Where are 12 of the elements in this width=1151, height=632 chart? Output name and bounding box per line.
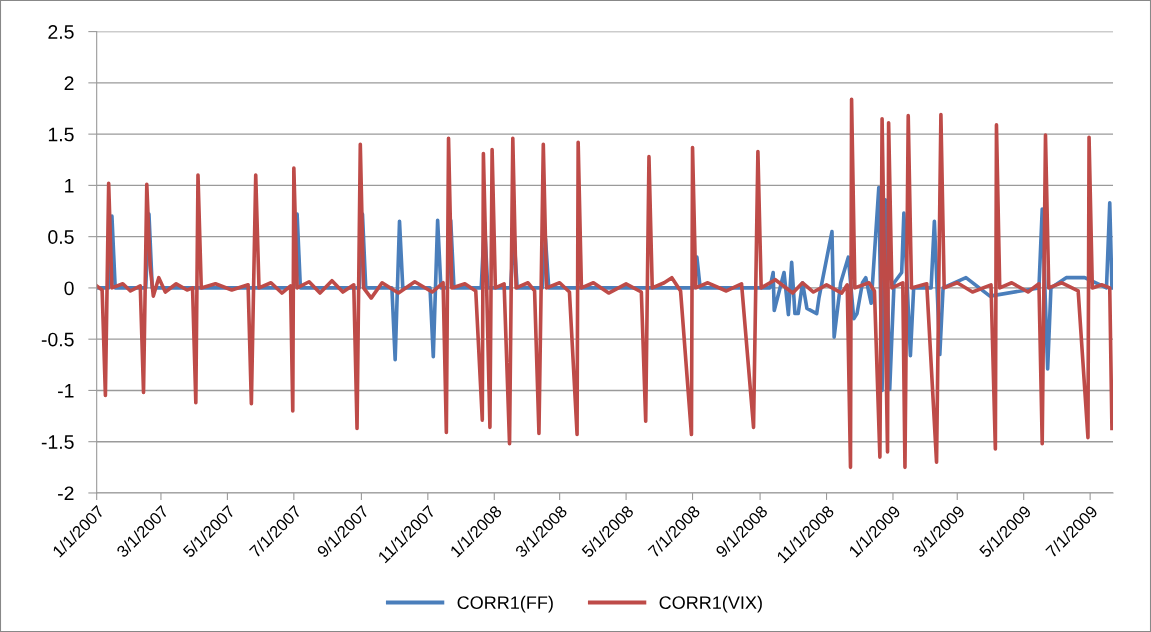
y-tick-label: 1.5 [48,127,74,142]
legend-label: CORR1(FF) [457,595,553,613]
y-tick-label: -1 [58,384,74,398]
y-tick-label: -2 [58,486,74,501]
y-tick-label: 0.5 [48,230,74,244]
y-tick-label: 2.5 [48,25,74,39]
legend-label: CORR1(VIX) [659,595,762,613]
y-tick-label: -1.5 [41,435,74,449]
y-tick-label: 1 [65,179,74,193]
y-tick-label: 0 [64,281,74,296]
y-tick-label: -0.5 [41,332,74,347]
y-tick-label: 2 [64,76,74,90]
